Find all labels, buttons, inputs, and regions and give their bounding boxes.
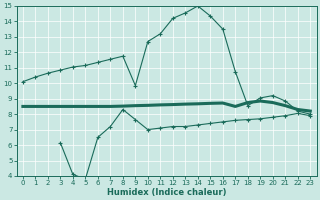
X-axis label: Humidex (Indice chaleur): Humidex (Indice chaleur) xyxy=(107,188,226,197)
